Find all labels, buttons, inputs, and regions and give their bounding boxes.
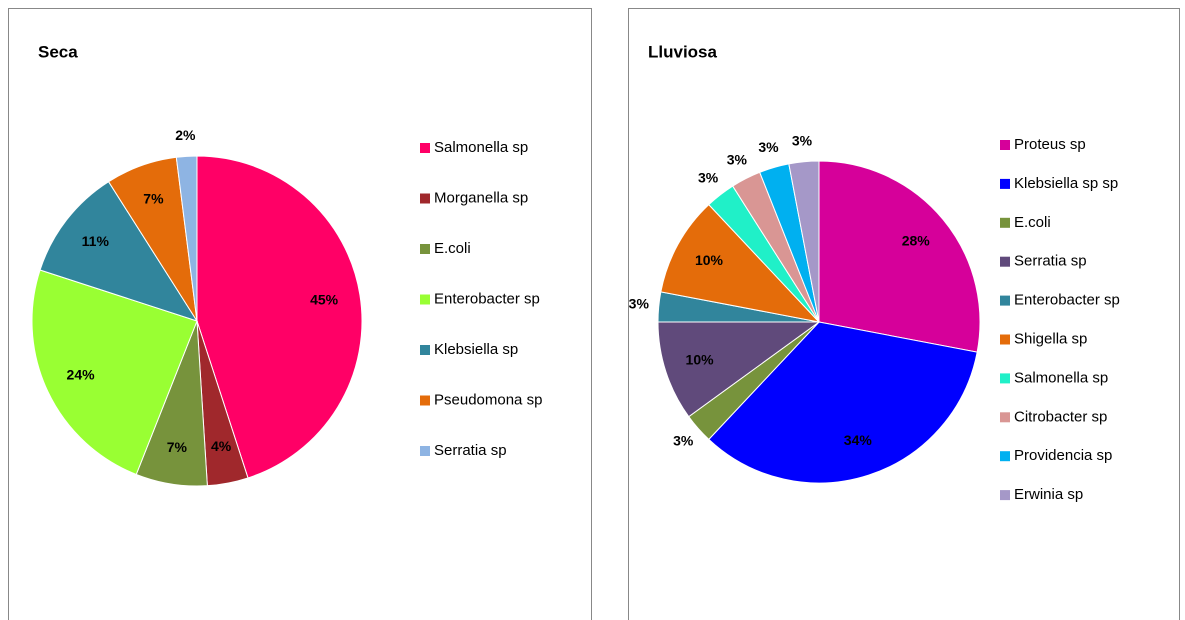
- legend-label: Salmonella sp: [1014, 369, 1108, 386]
- pie-slice: [708, 321, 978, 484]
- data-label: 3%: [698, 170, 719, 186]
- legend-label: Citrobacter sp: [1014, 408, 1107, 425]
- legend-swatch: [1000, 334, 1010, 345]
- chart-title: Lluviosa: [648, 42, 718, 61]
- legend-label: Serratia sp: [434, 442, 507, 459]
- data-label: 3%: [727, 151, 748, 167]
- pie-slice: [39, 180, 199, 322]
- data-label: 3%: [629, 296, 650, 312]
- data-label: 3%: [792, 133, 813, 149]
- pie-slice: [657, 321, 821, 418]
- legend-label: Erwinia sp: [1014, 486, 1083, 503]
- data-label: 10%: [686, 352, 715, 368]
- legend-swatch: [1000, 140, 1010, 150]
- pie-slice: [31, 269, 198, 476]
- legend-label: Providencia sp: [1014, 447, 1112, 464]
- data-label: 45%: [310, 292, 339, 308]
- legend-swatch: [1000, 412, 1010, 423]
- legend-swatch: [420, 395, 430, 406]
- legend-swatch: [420, 143, 430, 153]
- legend-label: Enterobacter sp: [1014, 292, 1120, 309]
- legend-swatch: [1000, 295, 1010, 306]
- pie-slice: [788, 160, 820, 323]
- legend-swatch: [420, 294, 430, 305]
- legend-label: Proteus sp: [1014, 136, 1086, 153]
- pie-slice: [175, 155, 198, 322]
- legend-label: Morganella sp: [434, 189, 528, 206]
- data-label: 3%: [758, 139, 779, 155]
- data-label: 11%: [82, 233, 110, 249]
- legend-swatch: [420, 446, 430, 456]
- legend-swatch: [1000, 451, 1010, 462]
- data-label: 7%: [143, 191, 164, 207]
- pie-slice: [818, 160, 981, 353]
- data-label: 7%: [167, 439, 188, 455]
- legend-swatch: [420, 244, 430, 254]
- legend-swatch: [420, 345, 430, 355]
- chart-title: Seca: [38, 42, 78, 61]
- legend-label: Shigella sp: [1014, 330, 1087, 347]
- data-label: 2%: [175, 127, 196, 143]
- legend-swatch: [1000, 217, 1010, 228]
- legend-swatch: [420, 193, 430, 204]
- data-label: 4%: [211, 438, 232, 454]
- pie-slice: [196, 155, 363, 479]
- legend-label: Salmonella sp: [434, 139, 528, 156]
- legend-label: Serratia sp: [1014, 253, 1087, 270]
- pie-slice: [660, 203, 821, 323]
- data-label: 34%: [844, 432, 873, 448]
- legend-label: E.coli: [434, 240, 471, 257]
- data-label: 10%: [695, 252, 724, 268]
- data-label: 28%: [902, 233, 931, 249]
- legend-swatch: [1000, 178, 1010, 189]
- legend-swatch: [1000, 256, 1010, 267]
- data-label: 24%: [67, 367, 96, 383]
- legend-label: Enterobacter sp: [434, 290, 540, 307]
- data-label: 3%: [673, 432, 694, 448]
- legend-label: E.coli: [1014, 214, 1051, 231]
- legend-label: Klebsiella sp sp: [1014, 175, 1118, 192]
- legend-swatch: [1000, 490, 1010, 501]
- legend-label: Pseudomona sp: [434, 391, 542, 408]
- legend-label: Klebsiella sp: [434, 341, 518, 358]
- legend-swatch: [1000, 373, 1010, 384]
